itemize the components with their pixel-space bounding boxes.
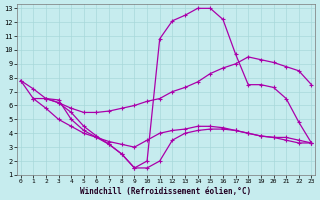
- X-axis label: Windchill (Refroidissement éolien,°C): Windchill (Refroidissement éolien,°C): [80, 187, 252, 196]
